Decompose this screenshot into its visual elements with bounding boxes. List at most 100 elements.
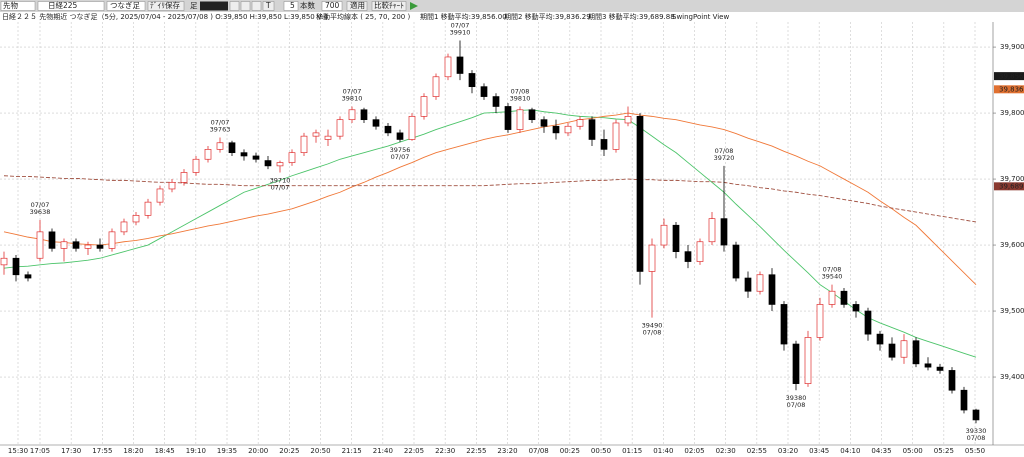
info-line: 日経２２５ 先物期近 つなぎ足（5分, 2025/07/04 - 2025/07… (2, 12, 329, 21)
candle-body (300, 135, 308, 154)
swing-price: 39710 (270, 176, 291, 184)
x-tick-label: 03:45 (809, 447, 829, 455)
x-tick-label: 18:20 (123, 447, 143, 455)
candle-body (576, 119, 584, 127)
x-tick-label: 02:55 (747, 447, 767, 455)
swing-date: 07/07 (451, 21, 470, 29)
x-tick-label: 20:00 (248, 447, 268, 455)
candle-body (432, 76, 440, 97)
candle-body (312, 132, 320, 137)
icon-button[interactable] (262, 1, 275, 11)
count-input[interactable]: 700 (325, 1, 340, 10)
candle-body (588, 119, 596, 140)
candle-body (48, 231, 56, 249)
swing-price: 39756 (390, 146, 411, 154)
candle-body (192, 158, 200, 173)
swing-price: 39810 (510, 94, 531, 102)
candle-body (852, 304, 860, 312)
candle-body (660, 224, 668, 246)
candle-body (936, 366, 944, 371)
swing-price: 39540 (822, 273, 843, 281)
swing-date: 07/08 (715, 147, 734, 155)
market-select[interactable]: 先物 (3, 0, 18, 10)
x-tick-label: 22:30 (435, 447, 455, 455)
candle-body (360, 109, 368, 121)
x-tick-label: 23:20 (497, 447, 517, 455)
mode-select[interactable]: つなぎ足 (110, 0, 140, 10)
candle-body (252, 155, 260, 160)
x-tick-label: 17:30 (61, 447, 81, 455)
icon-button[interactable] (229, 1, 240, 11)
candle-body (288, 152, 296, 163)
x-tick-label: 17:05 (30, 447, 50, 455)
candle-body (204, 149, 212, 160)
candle-body (972, 409, 980, 421)
x-tick-label: 05:50 (965, 447, 985, 455)
bar-label: 足 (190, 1, 198, 10)
candle-body (396, 132, 404, 140)
x-tick-label: 00:25 (560, 447, 580, 455)
price-marker-label: 39,856 (999, 72, 1024, 80)
candle-body (612, 122, 620, 150)
ma-value: 期間2 移動平均:39,836.29 (504, 12, 591, 21)
x-tick-label: 02:30 (716, 447, 736, 455)
candle-body (372, 119, 380, 127)
candle-body (516, 109, 524, 130)
candle-body (876, 333, 884, 345)
y-tick-label: 39,900 (1000, 43, 1024, 51)
x-tick-label: 19:35 (217, 447, 237, 455)
candle-body (804, 337, 812, 384)
candle-body (24, 274, 32, 279)
input[interactable] (321, 1, 343, 11)
select-box[interactable] (0, 1, 36, 11)
candle-body (72, 241, 80, 249)
x-tick-label: 20:25 (279, 447, 299, 455)
button[interactable] (147, 1, 185, 11)
candle-body (528, 109, 536, 121)
candle-body (324, 135, 332, 140)
interval-input[interactable]: 5 (290, 1, 295, 10)
price-marker-label: 39,689 (999, 183, 1024, 191)
x-tick-label: 00:50 (591, 447, 611, 455)
candle-body (492, 96, 500, 107)
select-box[interactable] (37, 1, 105, 11)
candle-body (540, 119, 548, 127)
input[interactable] (283, 1, 299, 11)
candle-body (912, 340, 920, 365)
toolbar-items: 先物 日経225 つなぎ足 ﾃﾞｲﾘ保存 足 T 5 本数 700 適用 比較ﾁ… (0, 0, 418, 11)
symbol-select[interactable]: 日経225 (48, 0, 78, 10)
candle-body (60, 241, 68, 249)
swing-date: 07/08 (967, 434, 986, 442)
moving-average-line (3, 112, 977, 285)
candle-body (696, 241, 704, 262)
swing-price: 39810 (342, 94, 363, 102)
x-tick-label: 02:05 (684, 447, 704, 455)
arrow-icon[interactable] (410, 2, 418, 10)
candle-body (132, 215, 140, 223)
apply-button[interactable]: 適用 (350, 0, 365, 10)
tick-button[interactable]: T (265, 1, 271, 10)
y-tick-label: 39,400 (1000, 373, 1024, 381)
icon-button[interactable] (240, 1, 251, 11)
x-tick-label: 05:00 (903, 447, 923, 455)
compare-button[interactable]: 比較ﾁｬｰﾄ (374, 0, 404, 10)
button[interactable] (346, 1, 368, 11)
save-button[interactable]: ﾃﾞｲﾘ保存 (150, 0, 180, 10)
candle-body (900, 340, 908, 358)
swing-date: 07/08 (787, 401, 806, 409)
x-tick-label: 19:10 (186, 447, 206, 455)
button[interactable] (371, 1, 407, 11)
swing-date: 07/07 (31, 201, 50, 209)
candle-body (408, 116, 416, 140)
swing-date: 07/07 (391, 153, 410, 161)
candle-body (600, 139, 608, 150)
x-tick-label: 21:15 (342, 447, 362, 455)
icon-button[interactable] (251, 1, 262, 11)
x-tick-label: 01:15 (622, 447, 642, 455)
candle-body (120, 221, 128, 233)
candle-body (84, 244, 92, 249)
select-box[interactable] (106, 1, 146, 11)
icon-button[interactable] (200, 1, 228, 11)
